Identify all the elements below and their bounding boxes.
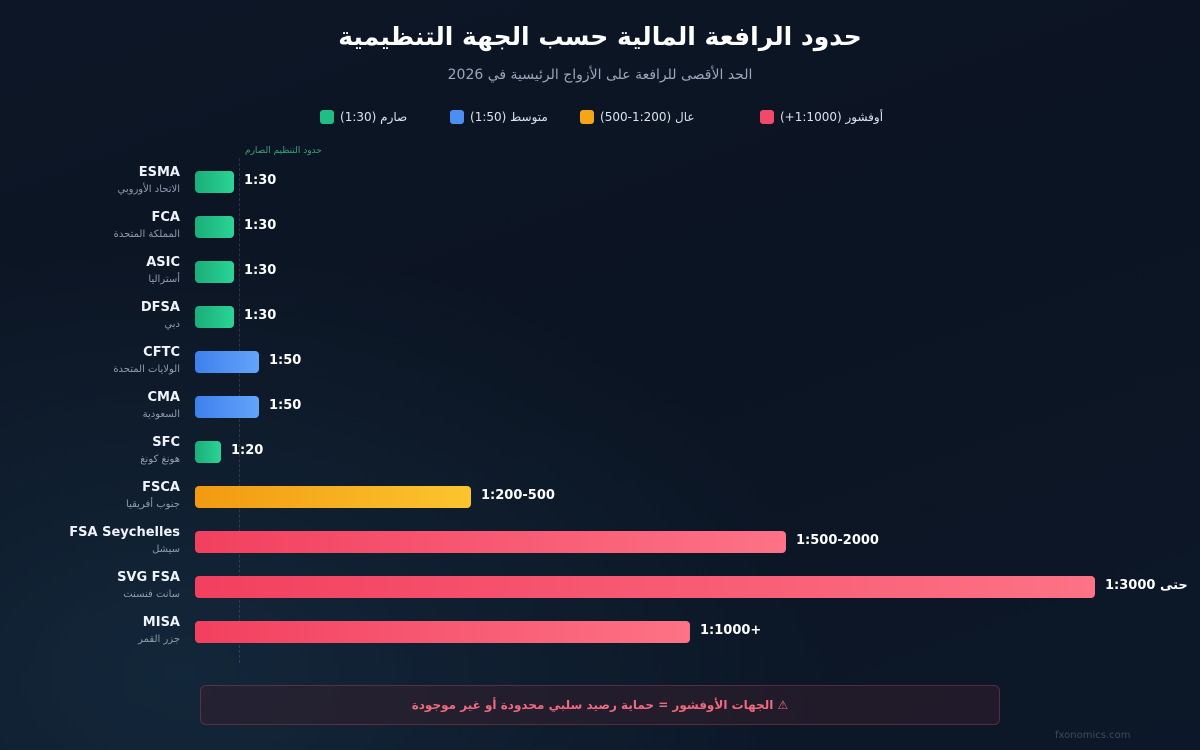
bar	[195, 576, 1095, 598]
bar-value-label: 1:30	[244, 173, 277, 188]
legend-item-strict: صارم (1:30)	[320, 109, 407, 125]
regulator-region: الولايات المتحدة	[113, 364, 180, 375]
legend-item-offshore: أوفشور (1:1000+)	[760, 109, 883, 125]
regulator-name: SVG FSA	[117, 570, 180, 585]
legend-swatch-medium	[450, 110, 464, 124]
regulator-region: جنوب أفريقيا	[126, 499, 180, 510]
bar-row: MISA جزر القمر 1:1000+	[0, 615, 1200, 666]
bar-row: ASIC أستراليا 1:30	[0, 255, 1200, 306]
legend-label-medium: متوسط (1:50)	[470, 110, 548, 124]
legend-swatch-high	[580, 110, 594, 124]
regulator-region: أستراليا	[148, 274, 180, 285]
legend-label-high: عال (1:200-500)	[600, 110, 695, 124]
legend-label-offshore: أوفشور (1:1000+)	[780, 110, 884, 124]
bar-row: CMA السعودية 1:50	[0, 390, 1200, 441]
bar	[195, 171, 234, 193]
legend-label-strict: صارم (1:30)	[340, 110, 408, 124]
legend-swatch-strict	[320, 110, 334, 124]
chart-title: حدود الرافعة المالية حسب الجهة التنظيمية	[338, 22, 862, 51]
bar-value-label: 1:50	[269, 398, 302, 413]
bar-row: DFSA دبي 1:30	[0, 300, 1200, 351]
regulator-region: هونغ كونغ	[140, 454, 180, 465]
regulator-name: FCA	[151, 210, 180, 225]
bar	[195, 396, 259, 418]
regulator-name: CFTC	[143, 345, 180, 360]
legend-item-high: عال (1:200-500)	[580, 109, 695, 125]
bar	[195, 351, 259, 373]
bar-row: CFTC الولايات المتحدة 1:50	[0, 345, 1200, 396]
regulator-region: دبي	[164, 319, 180, 330]
bar-value-label: 1:30	[244, 218, 277, 233]
bar-value-label: 1:30	[244, 308, 277, 323]
bar-value-label: 1:1000+	[700, 623, 762, 638]
regulator-region: المملكة المتحدة	[113, 229, 180, 240]
regulator-name: ASIC	[146, 255, 180, 270]
bar-row: ESMA الاتحاد الأوروبي 1:30	[0, 165, 1200, 216]
bar-value-label: 1:20	[231, 443, 264, 458]
regulator-region: جزر القمر	[138, 634, 180, 645]
bar	[195, 621, 690, 643]
warning-text: ⚠ الجهات الأوفشور = حماية رصيد سلبي محدو…	[411, 698, 789, 712]
regulator-name: SFC	[152, 435, 180, 450]
reference-line-label: حدود التنظيم الصارم	[245, 146, 322, 156]
bar	[195, 306, 234, 328]
regulator-region: الاتحاد الأوروبي	[117, 184, 181, 195]
legend-item-medium: متوسط (1:50)	[450, 109, 548, 125]
legend-swatch-offshore	[760, 110, 774, 124]
chart-subtitle: الحد الأقصى للرافعة على الأزواج الرئيسية…	[447, 67, 753, 83]
regulator-region: سيشل	[152, 544, 180, 555]
bar-row: FSCA جنوب أفريقيا 1:200-500	[0, 480, 1200, 531]
regulator-name: MISA	[142, 615, 180, 630]
bar-value-label: 1:50	[269, 353, 302, 368]
bar-value-label: 1:500-2000	[796, 533, 879, 548]
regulator-name: FSA Seychelles	[69, 525, 180, 540]
warning-banner: ⚠ الجهات الأوفشور = حماية رصيد سلبي محدو…	[200, 685, 1000, 725]
watermark: fxonomics.com	[1055, 730, 1131, 741]
regulator-region: سانت فنسنت	[123, 589, 180, 600]
bar	[195, 531, 786, 553]
regulator-name: DFSA	[140, 300, 180, 315]
bar	[195, 441, 221, 463]
bar-value-label: حتى 1:3000	[1105, 578, 1188, 593]
bar-value-label: 1:30	[244, 263, 277, 278]
regulator-name: ESMA	[138, 165, 180, 180]
bar-row: SVG FSA سانت فنسنت حتى 1:3000	[0, 570, 1200, 621]
bar-row: FCA المملكة المتحدة 1:30	[0, 210, 1200, 261]
bar	[195, 261, 234, 283]
bar-row: SFC هونغ كونغ 1:20	[0, 435, 1200, 486]
bar	[195, 216, 234, 238]
regulator-region: السعودية	[142, 409, 180, 420]
bar-row: FSA Seychelles سيشل 1:500-2000	[0, 525, 1200, 576]
bar-value-label: 1:200-500	[481, 488, 555, 503]
bar	[195, 486, 471, 508]
regulator-name: CMA	[147, 390, 180, 405]
regulator-name: FSCA	[142, 480, 180, 495]
